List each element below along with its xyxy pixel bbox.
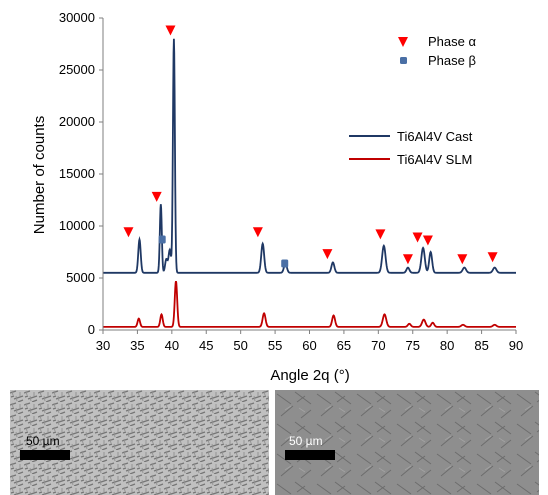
x-tick-label: 50: [233, 338, 247, 353]
legend-alpha-marker: [398, 37, 408, 47]
legend-cast-label: Ti6Al4V Cast: [397, 129, 473, 144]
x-tick-label: 75: [406, 338, 420, 353]
beta-phase-marker: [158, 235, 166, 244]
scale-label-slm: 50 µm: [289, 434, 323, 448]
y-tick-label: 20000: [59, 114, 95, 129]
scale-bar-cast: [20, 450, 70, 460]
micrograph-slm: 50 µm: [275, 390, 539, 495]
x-tick-label: 45: [199, 338, 213, 353]
x-tick-label: 85: [474, 338, 488, 353]
y-ticks-group: 0 5000 10000 15000 20000 25000 30000: [59, 10, 103, 337]
scale-bar-slm: [285, 450, 335, 460]
y-tick-label: 0: [88, 322, 95, 337]
x-axis-label: Angle 2q (°): [270, 367, 349, 384]
series-group: [103, 38, 516, 328]
x-tick-label: 35: [130, 338, 144, 353]
legend-beta-marker: [400, 57, 407, 64]
alpha-phase-marker: [375, 229, 386, 240]
alpha-phase-marker: [165, 25, 176, 36]
phase-markers-group: [123, 25, 498, 268]
legend-slm-label: Ti6Al4V SLM: [397, 152, 472, 167]
alpha-phase-marker: [422, 235, 433, 246]
alpha-phase-marker: [322, 249, 333, 260]
micrograph-slm-image: [275, 390, 539, 495]
x-tick-label: 90: [509, 338, 523, 353]
y-tick-label: 5000: [66, 270, 95, 285]
xrd-chart: 30 35 40 45 50 55 60 65 70 75 80 85 90 0 5000 10000 150…: [31, 10, 523, 384]
alpha-phase-marker: [402, 254, 413, 265]
y-axis-label: Number of counts: [31, 116, 48, 234]
series-cast-line: [103, 38, 516, 274]
x-tick-label: 40: [165, 338, 179, 353]
alpha-phase-marker: [151, 191, 162, 202]
y-tick-label: 25000: [59, 62, 95, 77]
x-tick-label: 30: [96, 338, 110, 353]
series-slm-line: [103, 280, 516, 328]
x-tick-label: 60: [302, 338, 316, 353]
x-tick-label: 55: [268, 338, 282, 353]
y-tick-label: 10000: [59, 218, 95, 233]
alpha-phase-marker: [487, 252, 498, 263]
alpha-phase-marker: [252, 227, 263, 238]
y-tick-label: 30000: [59, 10, 95, 25]
alpha-phase-marker: [412, 232, 423, 243]
micrograph-cast: 50 µm: [10, 390, 269, 495]
x-tick-label: 80: [440, 338, 454, 353]
micrograph-cast-image: [10, 390, 269, 495]
x-tick-label: 65: [337, 338, 351, 353]
scale-label-cast: 50 µm: [26, 434, 60, 448]
legend-alpha-label: Phase α: [428, 34, 476, 49]
x-ticks-group: 30 35 40 45 50 55 60 65 70 75 80 85 90: [96, 330, 523, 353]
y-tick-label: 15000: [59, 166, 95, 181]
legend: Phase α Phase β Ti6Al4V Cast Ti6Al4V SLM: [349, 34, 476, 167]
alpha-phase-marker: [123, 227, 134, 238]
legend-beta-label: Phase β: [428, 53, 476, 68]
x-tick-label: 70: [371, 338, 385, 353]
alpha-phase-marker: [457, 254, 468, 265]
beta-phase-marker: [281, 259, 289, 268]
